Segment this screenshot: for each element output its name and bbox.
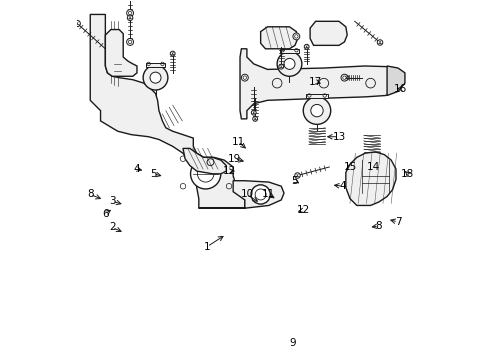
- Text: 4: 4: [133, 164, 140, 174]
- Text: 14: 14: [366, 162, 379, 172]
- Text: 5: 5: [150, 169, 157, 179]
- Text: 17: 17: [308, 77, 322, 87]
- Circle shape: [310, 104, 323, 117]
- Circle shape: [150, 72, 161, 83]
- Circle shape: [304, 44, 308, 49]
- Bar: [305, 94, 327, 98]
- Text: 15: 15: [343, 162, 356, 172]
- Polygon shape: [309, 21, 346, 45]
- Bar: [279, 49, 299, 53]
- Polygon shape: [183, 148, 226, 174]
- Text: 8: 8: [375, 221, 381, 231]
- Text: 18: 18: [400, 169, 413, 179]
- Circle shape: [277, 51, 301, 76]
- Text: 2: 2: [109, 222, 115, 233]
- Text: 13: 13: [332, 132, 345, 142]
- Circle shape: [294, 173, 300, 178]
- Text: 12: 12: [296, 205, 309, 215]
- Text: 11: 11: [231, 136, 244, 147]
- Text: 10: 10: [240, 189, 253, 199]
- Circle shape: [377, 40, 382, 45]
- Text: 12: 12: [222, 166, 235, 176]
- Text: 3: 3: [109, 196, 115, 206]
- Circle shape: [344, 75, 348, 80]
- Circle shape: [252, 117, 257, 121]
- Text: 16: 16: [393, 84, 407, 94]
- Text: 5: 5: [291, 176, 298, 186]
- Circle shape: [190, 159, 221, 189]
- Circle shape: [143, 65, 167, 90]
- Circle shape: [284, 58, 294, 69]
- Circle shape: [126, 39, 133, 45]
- Circle shape: [292, 33, 299, 40]
- Polygon shape: [260, 27, 297, 49]
- Circle shape: [278, 64, 283, 69]
- Text: 6: 6: [102, 209, 108, 219]
- Polygon shape: [199, 181, 284, 208]
- Text: 9: 9: [289, 338, 296, 348]
- Polygon shape: [240, 49, 397, 119]
- Circle shape: [170, 51, 175, 56]
- Text: 4: 4: [339, 181, 346, 191]
- Text: 1: 1: [203, 242, 210, 252]
- Text: 8: 8: [87, 189, 93, 199]
- Polygon shape: [90, 14, 244, 208]
- Circle shape: [340, 74, 347, 81]
- Polygon shape: [386, 66, 404, 95]
- Circle shape: [250, 185, 270, 204]
- Bar: [145, 63, 165, 67]
- Polygon shape: [345, 152, 395, 206]
- Circle shape: [303, 97, 330, 124]
- Polygon shape: [105, 30, 137, 76]
- Circle shape: [126, 10, 133, 17]
- Text: 7: 7: [394, 217, 401, 227]
- Circle shape: [241, 74, 248, 81]
- Text: 11: 11: [262, 189, 275, 199]
- Circle shape: [127, 15, 133, 21]
- Circle shape: [251, 110, 256, 115]
- Text: 19: 19: [227, 154, 241, 164]
- Circle shape: [74, 21, 80, 27]
